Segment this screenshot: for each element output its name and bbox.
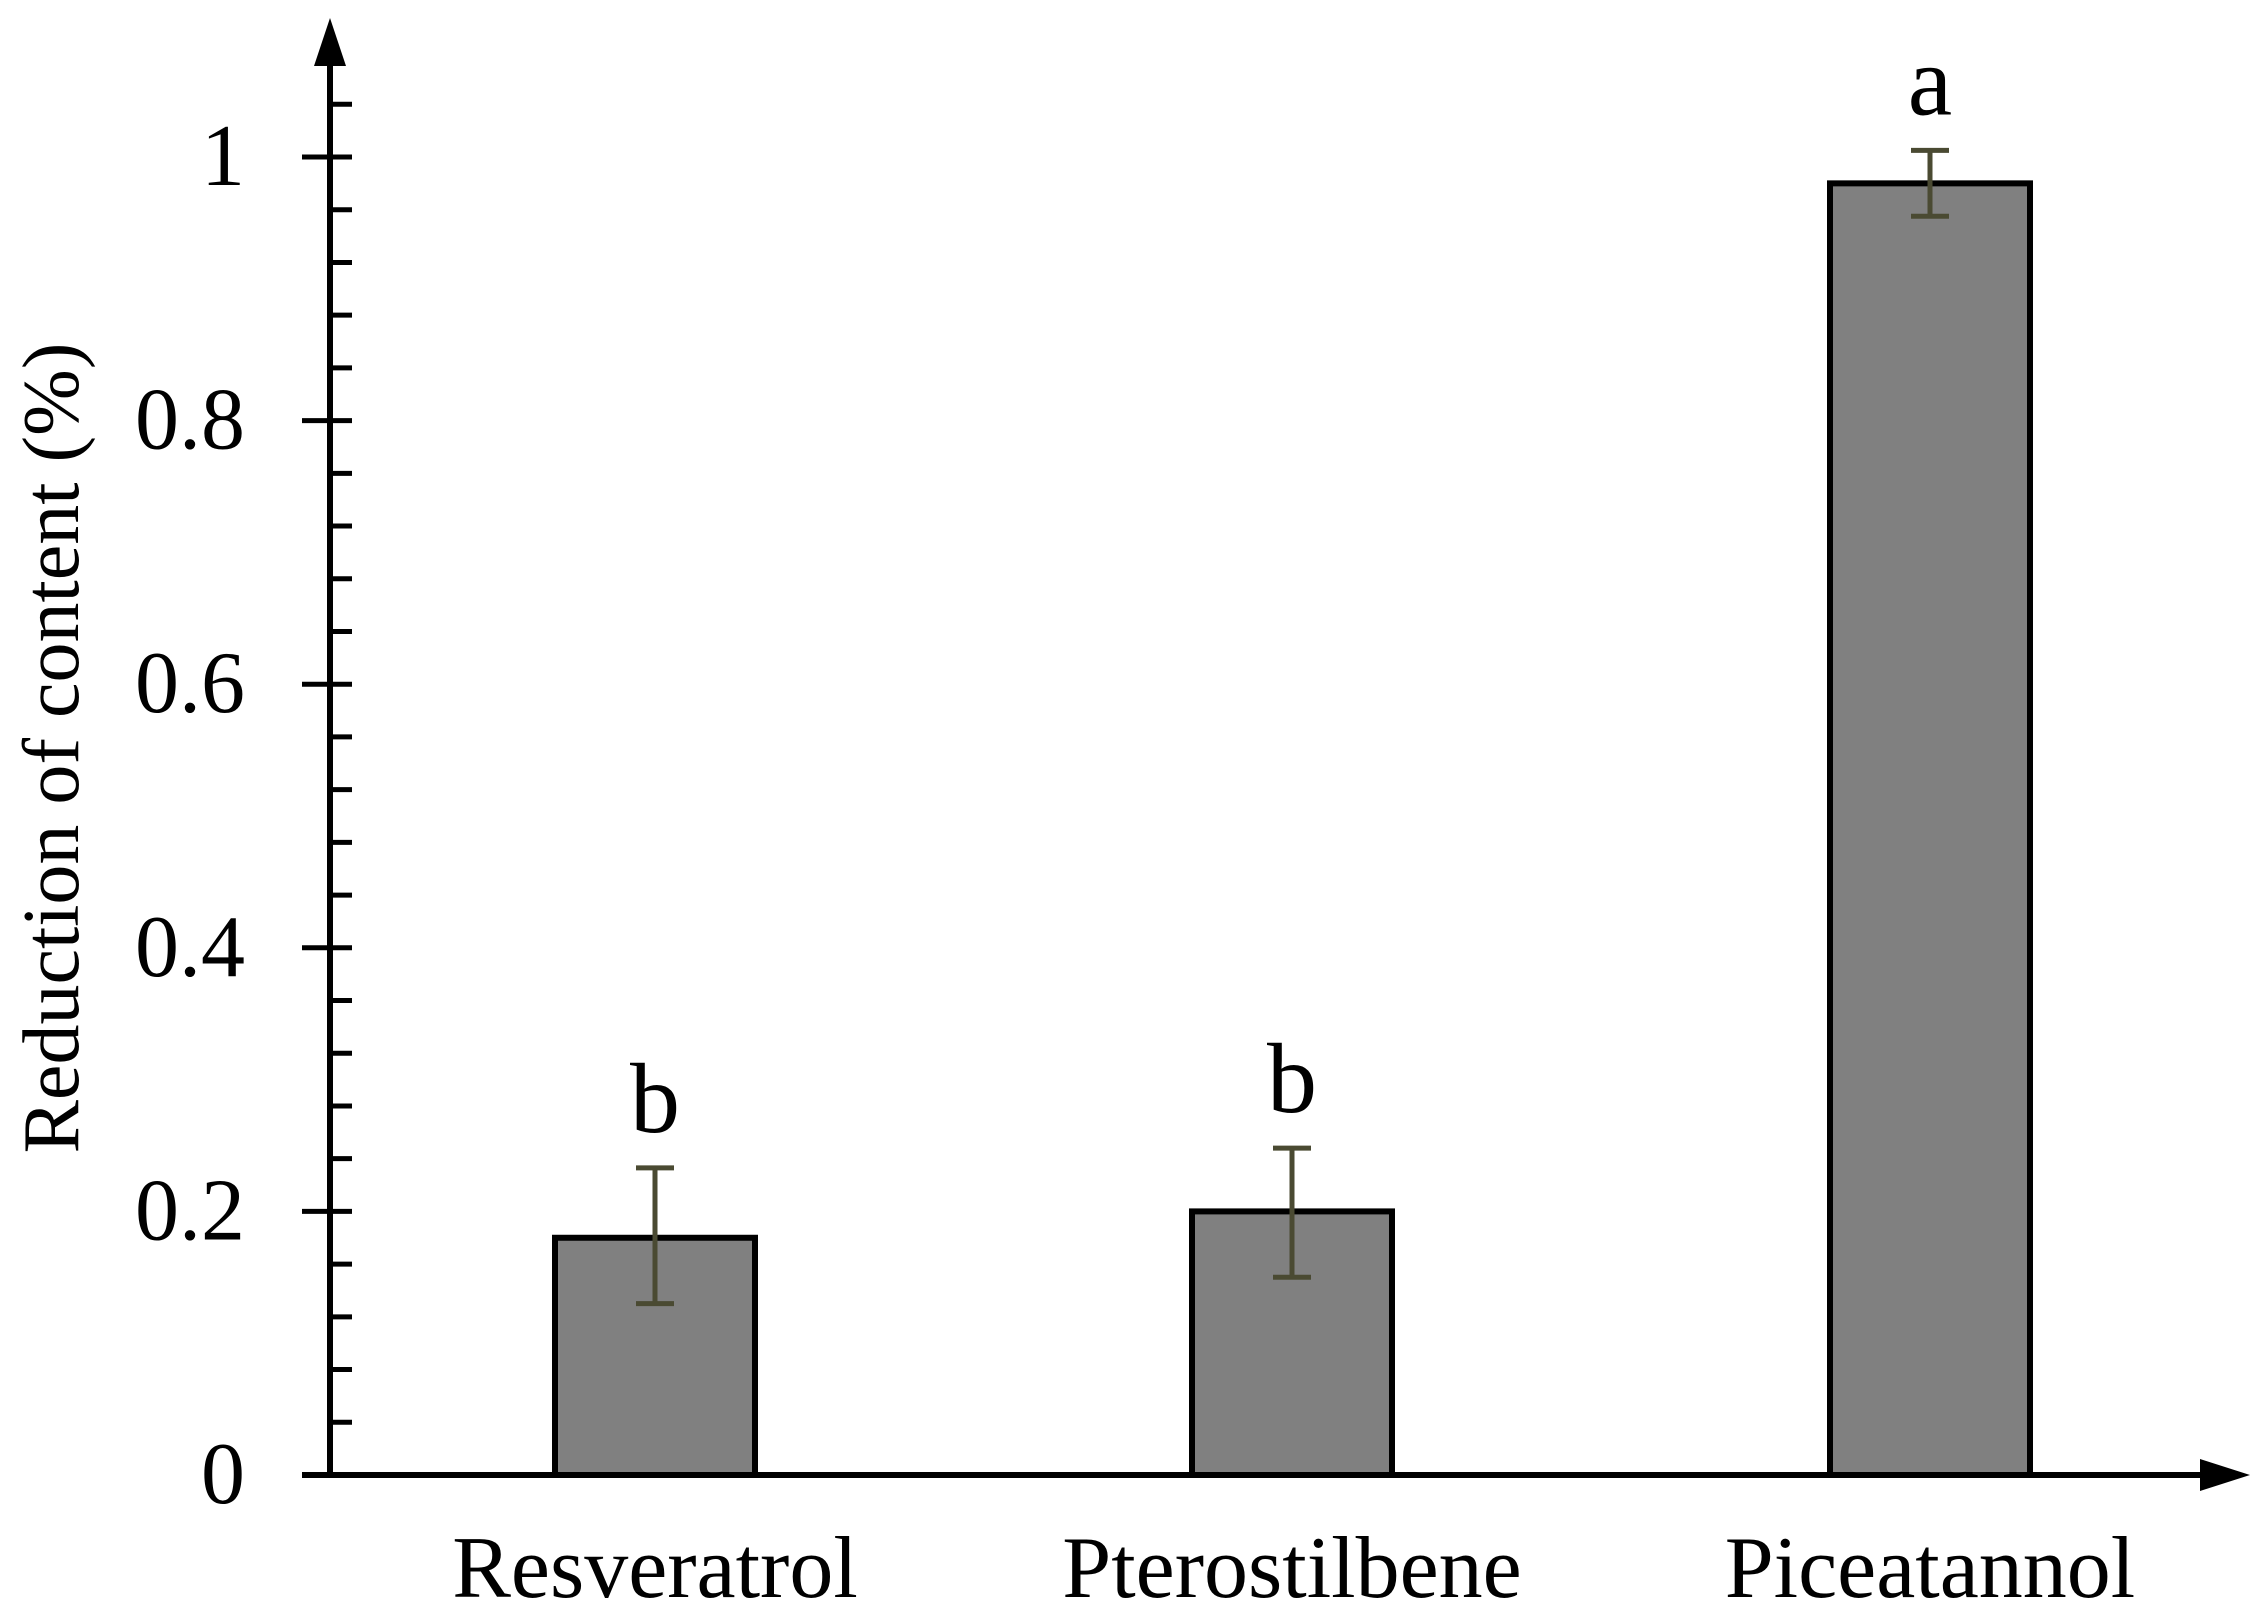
- x-tick-labels: Resveratrol Pterostilbene Piceatannol: [452, 1520, 2135, 1617]
- significance-labels: b b a: [630, 25, 1952, 1153]
- y-tick-label: 0.4: [135, 899, 245, 996]
- bar-piceatannol: [1827, 180, 2033, 1479]
- x-tick-label: Pterostilbene: [1062, 1520, 1521, 1617]
- y-tick-label: 0.2: [135, 1162, 245, 1259]
- bars: [552, 180, 2033, 1479]
- y-minor-ticks: [330, 101, 352, 1425]
- x-tick-label: Resveratrol: [452, 1520, 858, 1617]
- y-axis-arrow-icon: [314, 18, 346, 66]
- y-tick-label: 1: [201, 108, 245, 205]
- significance-letter: a: [1908, 25, 1952, 136]
- significance-letter: b: [1267, 1023, 1317, 1134]
- error-bars: [636, 147, 1949, 1307]
- y-tick-labels: 0 0.2 0.4 0.6 0.8 1: [135, 108, 245, 1523]
- y-axis-title: Reduction of content (%): [8, 343, 96, 1154]
- y-tick-label: 0: [201, 1426, 245, 1523]
- y-tick-label: 0.6: [135, 635, 245, 732]
- y-tick-label: 0.8: [135, 372, 245, 469]
- significance-letter: b: [630, 1043, 680, 1154]
- x-axis-arrow-icon: [2200, 1459, 2250, 1491]
- x-tick-label: Piceatannol: [1725, 1520, 2136, 1617]
